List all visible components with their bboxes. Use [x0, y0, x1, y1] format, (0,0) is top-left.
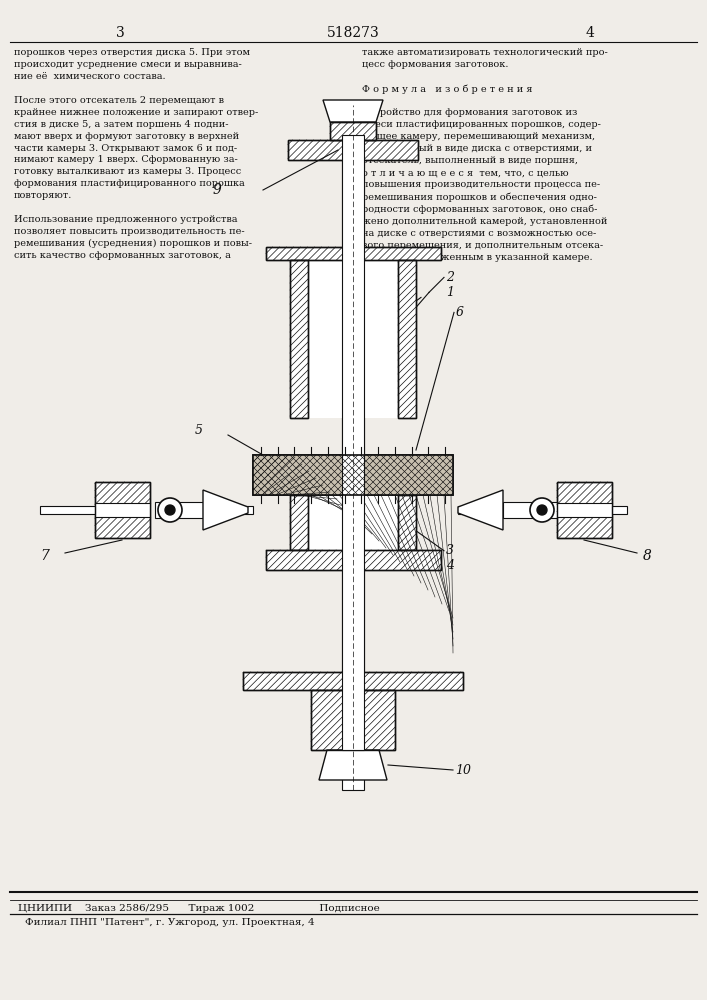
Text: ЦНИИПИ    Заказ 2586/295      Тираж 1002                    Подписное: ЦНИИПИ Заказ 2586/295 Тираж 1002 Подписн…	[18, 904, 380, 913]
Bar	[342, 135, 364, 750]
Bar	[198, 506, 253, 514]
Text: 4: 4	[585, 26, 595, 40]
Text: 9: 9	[213, 183, 222, 197]
Bar	[557, 482, 612, 538]
Polygon shape	[323, 100, 383, 122]
Bar	[308, 260, 398, 418]
Text: 518273: 518273	[327, 26, 380, 40]
Bar	[243, 672, 463, 690]
Bar	[266, 550, 441, 570]
Bar	[288, 140, 418, 160]
Polygon shape	[203, 490, 248, 530]
Bar	[398, 495, 416, 550]
Bar	[311, 690, 395, 750]
Bar	[266, 247, 441, 260]
Bar	[253, 455, 453, 495]
Text: 8: 8	[643, 549, 651, 563]
Bar	[330, 122, 376, 140]
Polygon shape	[319, 750, 387, 780]
Bar	[290, 495, 308, 550]
Text: 6: 6	[456, 306, 464, 319]
Text: 2: 2	[446, 271, 454, 284]
Bar	[95, 482, 150, 538]
Bar	[311, 690, 395, 750]
Text: 3: 3	[446, 544, 454, 557]
Text: 4: 4	[446, 559, 454, 572]
Bar	[557, 482, 612, 538]
Bar	[308, 495, 398, 550]
Bar	[40, 506, 95, 514]
Bar	[503, 502, 557, 518]
Bar	[155, 502, 203, 518]
Bar	[398, 260, 416, 418]
Bar	[288, 140, 418, 160]
Polygon shape	[458, 490, 503, 530]
Text: 5: 5	[195, 424, 203, 436]
Bar	[557, 503, 612, 517]
Text: порошков через отверстия диска 5. При этом
происходит усреднение смеси и выравни: порошков через отверстия диска 5. При эт…	[14, 48, 258, 260]
Bar	[253, 455, 453, 495]
Bar	[330, 122, 376, 140]
Bar	[266, 247, 441, 260]
Bar	[290, 260, 308, 418]
Circle shape	[165, 505, 175, 515]
Circle shape	[158, 498, 182, 522]
Text: 1: 1	[446, 286, 454, 299]
Bar	[95, 503, 150, 517]
Bar	[290, 260, 308, 418]
Text: 3: 3	[116, 26, 124, 40]
Bar	[266, 550, 441, 570]
Bar	[253, 455, 453, 495]
Bar	[398, 260, 416, 418]
Circle shape	[530, 498, 554, 522]
Bar	[398, 495, 416, 550]
Bar	[458, 506, 508, 514]
Text: Филиал ПНП "Патент", г. Ужгород, ул. Проектная, 4: Филиал ПНП "Патент", г. Ужгород, ул. Про…	[25, 918, 315, 927]
Bar	[95, 482, 150, 538]
Text: 7: 7	[40, 549, 49, 563]
Bar	[243, 672, 463, 690]
Circle shape	[537, 505, 547, 515]
Text: 10: 10	[455, 764, 471, 776]
Text: также автоматизировать технологический про-
цесс формования заготовок.

Ф о р м : также автоматизировать технологический п…	[362, 48, 608, 262]
Bar	[290, 495, 308, 550]
Bar	[342, 135, 364, 790]
Bar	[612, 506, 627, 514]
